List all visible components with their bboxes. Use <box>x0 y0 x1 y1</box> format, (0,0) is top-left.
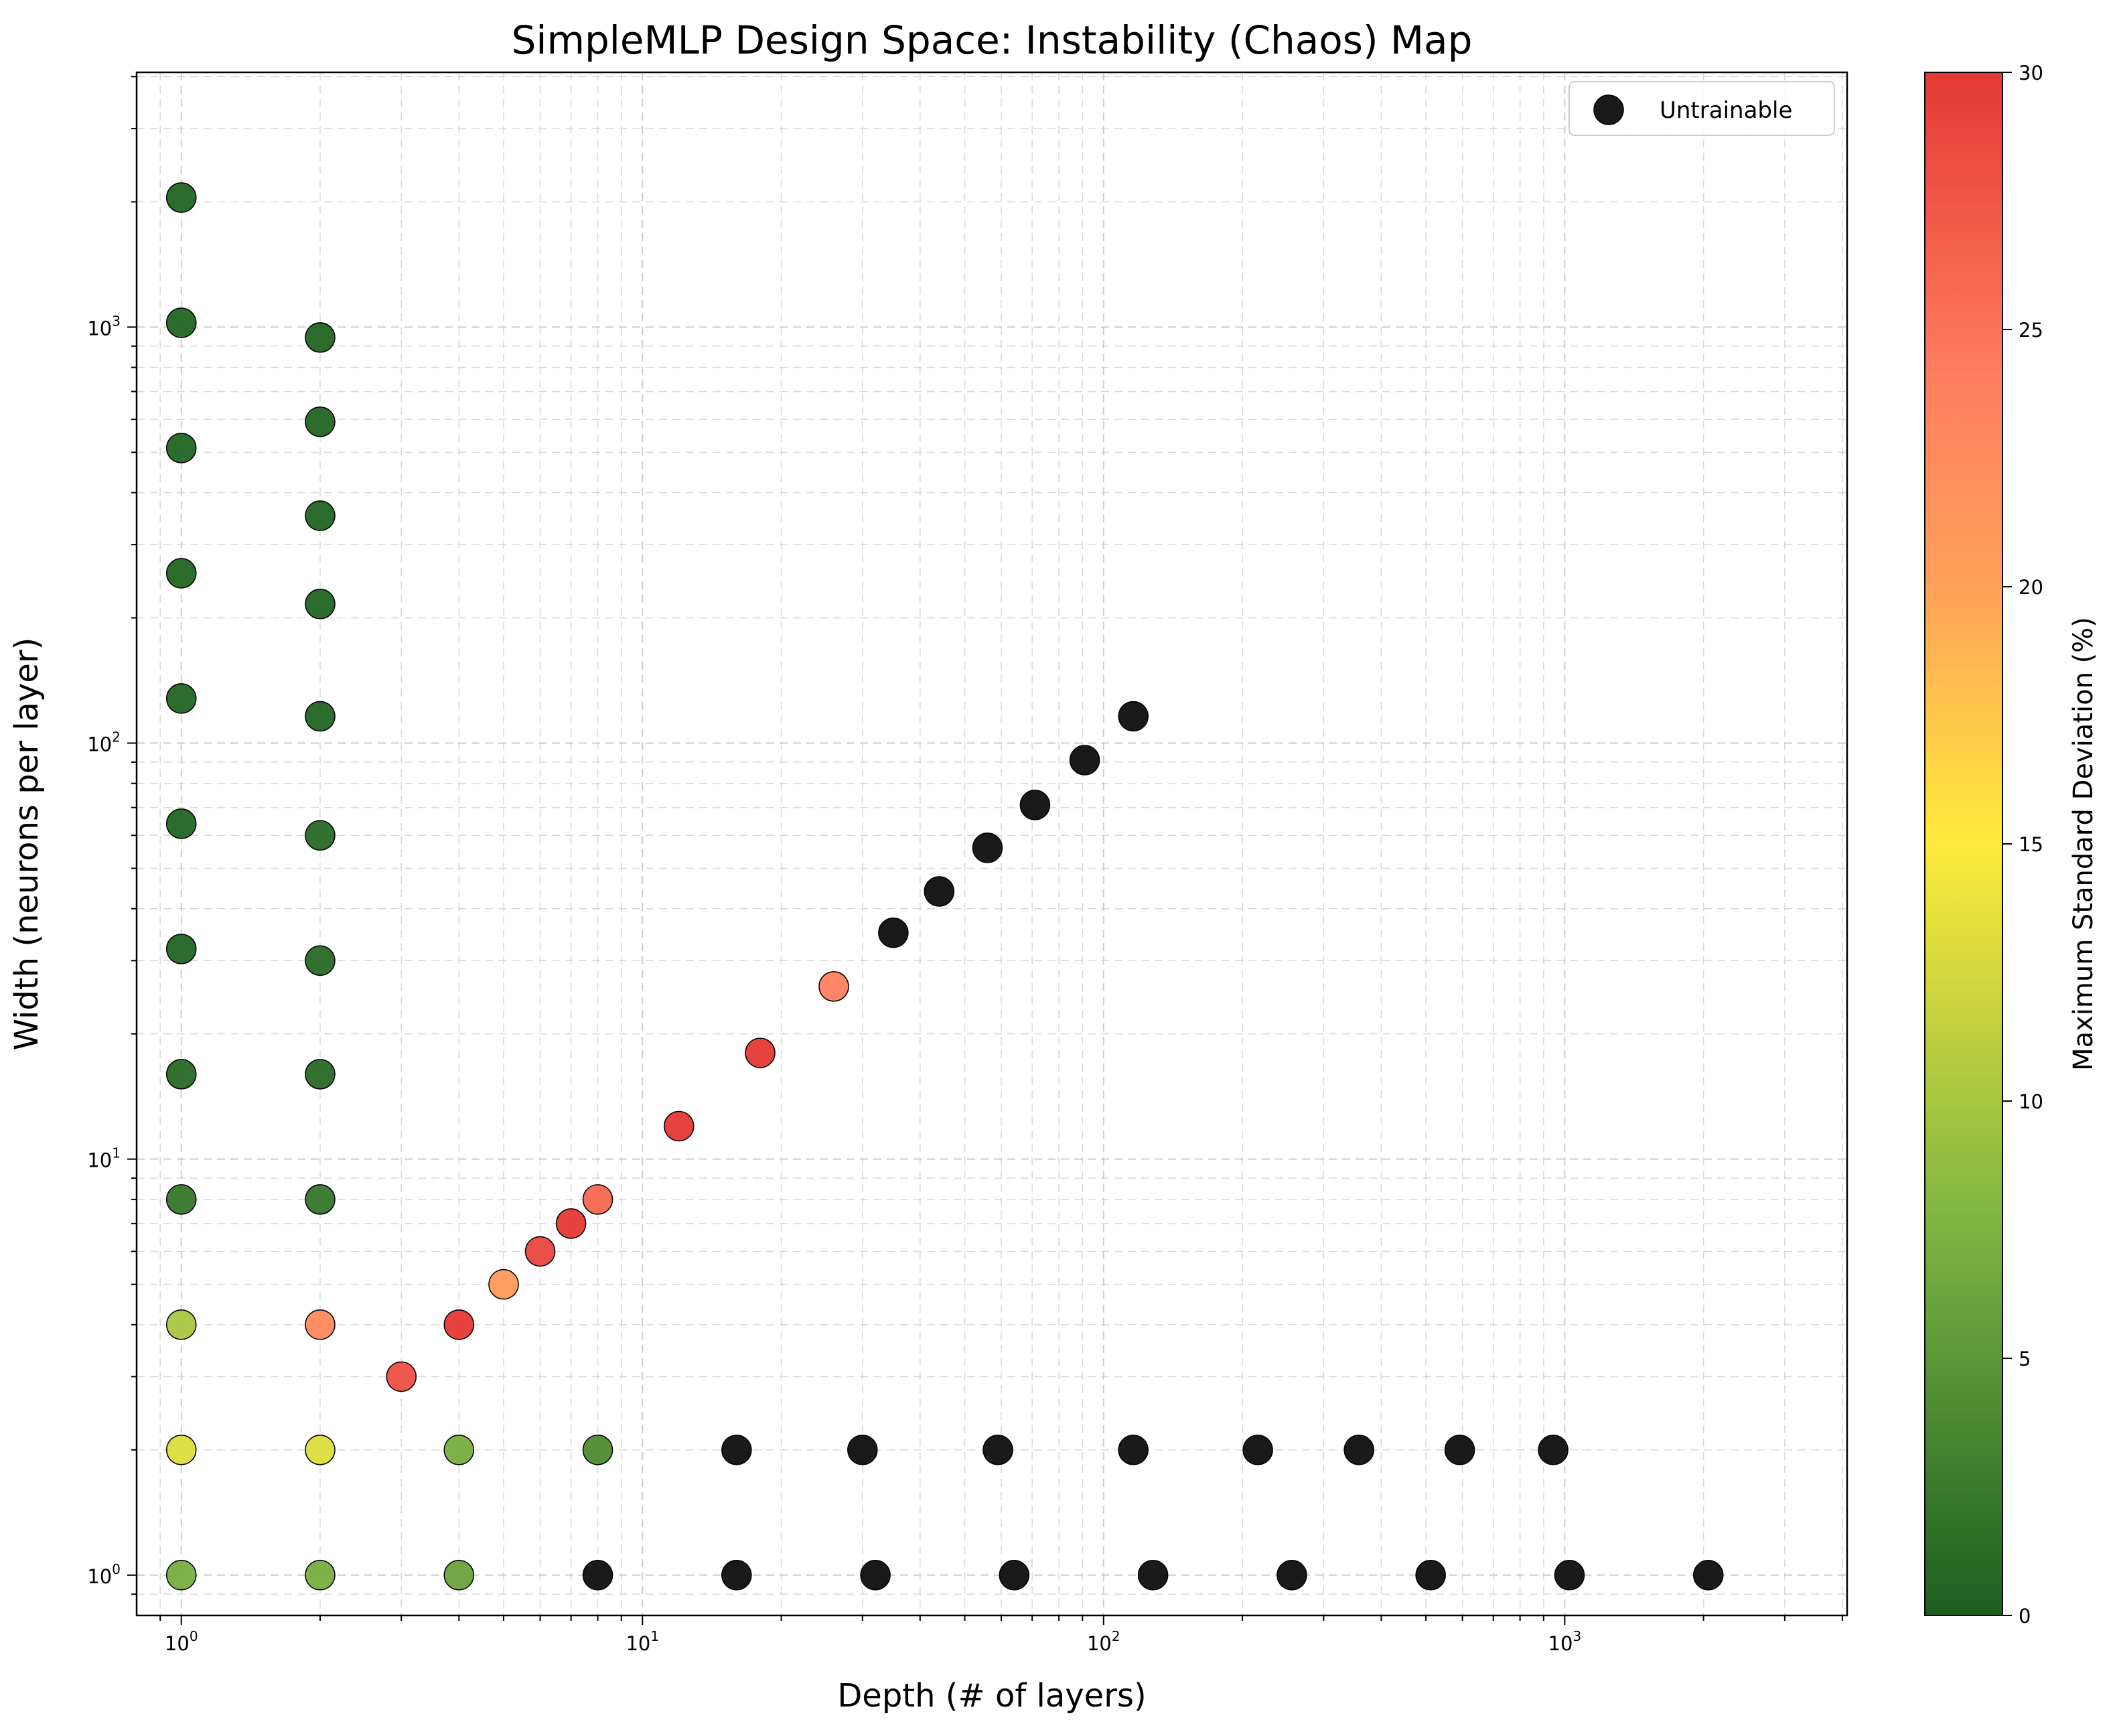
chart-title: SimpleMLP Design Space: Instability (Cha… <box>512 17 1473 63</box>
y-tick-label: 103 <box>87 313 121 340</box>
colorbar-tick-label: 25 <box>2019 319 2043 342</box>
trainable-point <box>443 1435 475 1465</box>
trainable-point <box>443 1309 475 1340</box>
untrainable-point <box>1444 1435 1475 1465</box>
trainable-point <box>165 1560 197 1591</box>
x-axis-title: Depth (# of layers) <box>837 1677 1146 1715</box>
untrainable-point <box>982 1435 1013 1465</box>
trainable-point <box>305 1184 336 1215</box>
colorbar-label: Maximum Standard Deviation (%) <box>2068 617 2099 1071</box>
trainable-point <box>165 433 197 463</box>
grid <box>137 72 1847 1615</box>
untrainable-point <box>721 1435 752 1465</box>
untrainable-point <box>582 1560 613 1591</box>
y-tick-label: 101 <box>87 1145 121 1172</box>
untrainable-point <box>1343 1435 1374 1465</box>
y-axis: 100 101 102 103 <box>87 76 137 1595</box>
trainable-point <box>818 971 849 1002</box>
colorbar-ticks: 0 5 10 15 20 25 30 <box>2002 62 2043 1628</box>
untrainable-point <box>1692 1560 1724 1591</box>
trainable-point <box>305 1560 336 1591</box>
trainable-point <box>488 1269 519 1300</box>
untrainable-point <box>721 1560 752 1591</box>
trainable-point <box>165 1435 197 1465</box>
colorbar-gradient <box>1924 72 2003 1616</box>
colorbar-tick-label: 20 <box>2019 576 2043 599</box>
trainable-point <box>582 1184 613 1215</box>
trainable-point <box>305 1435 336 1465</box>
trainable-point <box>745 1037 776 1068</box>
trainable-point <box>165 1184 197 1215</box>
trainable-point <box>305 407 336 437</box>
trainable-point <box>305 322 336 353</box>
trainable-point <box>165 307 197 338</box>
untrainable-point <box>1242 1435 1273 1465</box>
trainable-point <box>443 1560 475 1591</box>
colorbar-tick-label: 10 <box>2019 1090 2043 1113</box>
trainable-point <box>165 683 197 714</box>
trainable-point <box>305 500 336 531</box>
trainable-point <box>305 945 336 976</box>
colorbar-tick-label: 30 <box>2019 62 2043 84</box>
colorbar: 0 5 10 15 20 25 30 Maximum Standard Deviation … <box>1924 62 2099 1628</box>
untrainable-point <box>1137 1560 1169 1591</box>
untrainable-point <box>1118 701 1149 732</box>
trainable-point <box>165 1059 197 1090</box>
legend-box <box>1569 81 1835 136</box>
data-points <box>165 182 1724 1591</box>
untrainable-point <box>999 1560 1030 1591</box>
x-tick-label: 102 <box>1087 1628 1120 1655</box>
trainable-point <box>555 1208 587 1239</box>
trainable-point <box>305 701 336 732</box>
colorbar-tick-label: 15 <box>2019 833 2043 856</box>
untrainable-point <box>1019 790 1051 820</box>
trainable-point <box>664 1110 695 1142</box>
trainable-point <box>386 1361 417 1392</box>
untrainable-point <box>1118 1435 1149 1465</box>
legend-label-untrainable: Untrainable <box>1660 97 1792 124</box>
untrainable-point <box>1554 1560 1585 1591</box>
x-tick-label: 100 <box>165 1628 198 1655</box>
y-tick-label: 102 <box>87 729 121 756</box>
legend-marker-untrainable <box>1593 94 1624 125</box>
untrainable-point <box>1277 1560 1307 1591</box>
untrainable-point <box>1538 1435 1569 1465</box>
trainable-point <box>582 1435 613 1465</box>
untrainable-point <box>924 876 955 907</box>
x-axis: 100 101 102 103 <box>159 1615 1843 1655</box>
trainable-point <box>165 1309 197 1340</box>
colorbar-tick-label: 5 <box>2019 1348 2031 1370</box>
colorbar-tick-label: 0 <box>2019 1605 2031 1628</box>
legend: Untrainable <box>1569 81 1835 136</box>
untrainable-point <box>860 1560 891 1591</box>
untrainable-point <box>847 1435 878 1465</box>
plot-frame <box>135 71 1848 1617</box>
trainable-point <box>165 182 197 213</box>
untrainable-point <box>1415 1560 1446 1591</box>
trainable-point <box>524 1236 556 1267</box>
y-axis-title: Width (neurons per layer) <box>8 638 46 1051</box>
y-tick-label: 100 <box>87 1561 121 1588</box>
trainable-point <box>305 1309 336 1340</box>
trainable-point <box>165 808 197 839</box>
trainable-point <box>305 820 336 851</box>
trainable-point <box>305 589 336 620</box>
untrainable-point <box>1069 745 1100 776</box>
untrainable-point <box>878 917 909 948</box>
untrainable-point <box>972 833 1003 863</box>
x-tick-label: 103 <box>1548 1628 1582 1655</box>
x-tick-label: 101 <box>626 1628 659 1655</box>
trainable-point <box>165 558 197 589</box>
trainable-point <box>165 934 197 964</box>
trainable-point <box>305 1059 336 1090</box>
